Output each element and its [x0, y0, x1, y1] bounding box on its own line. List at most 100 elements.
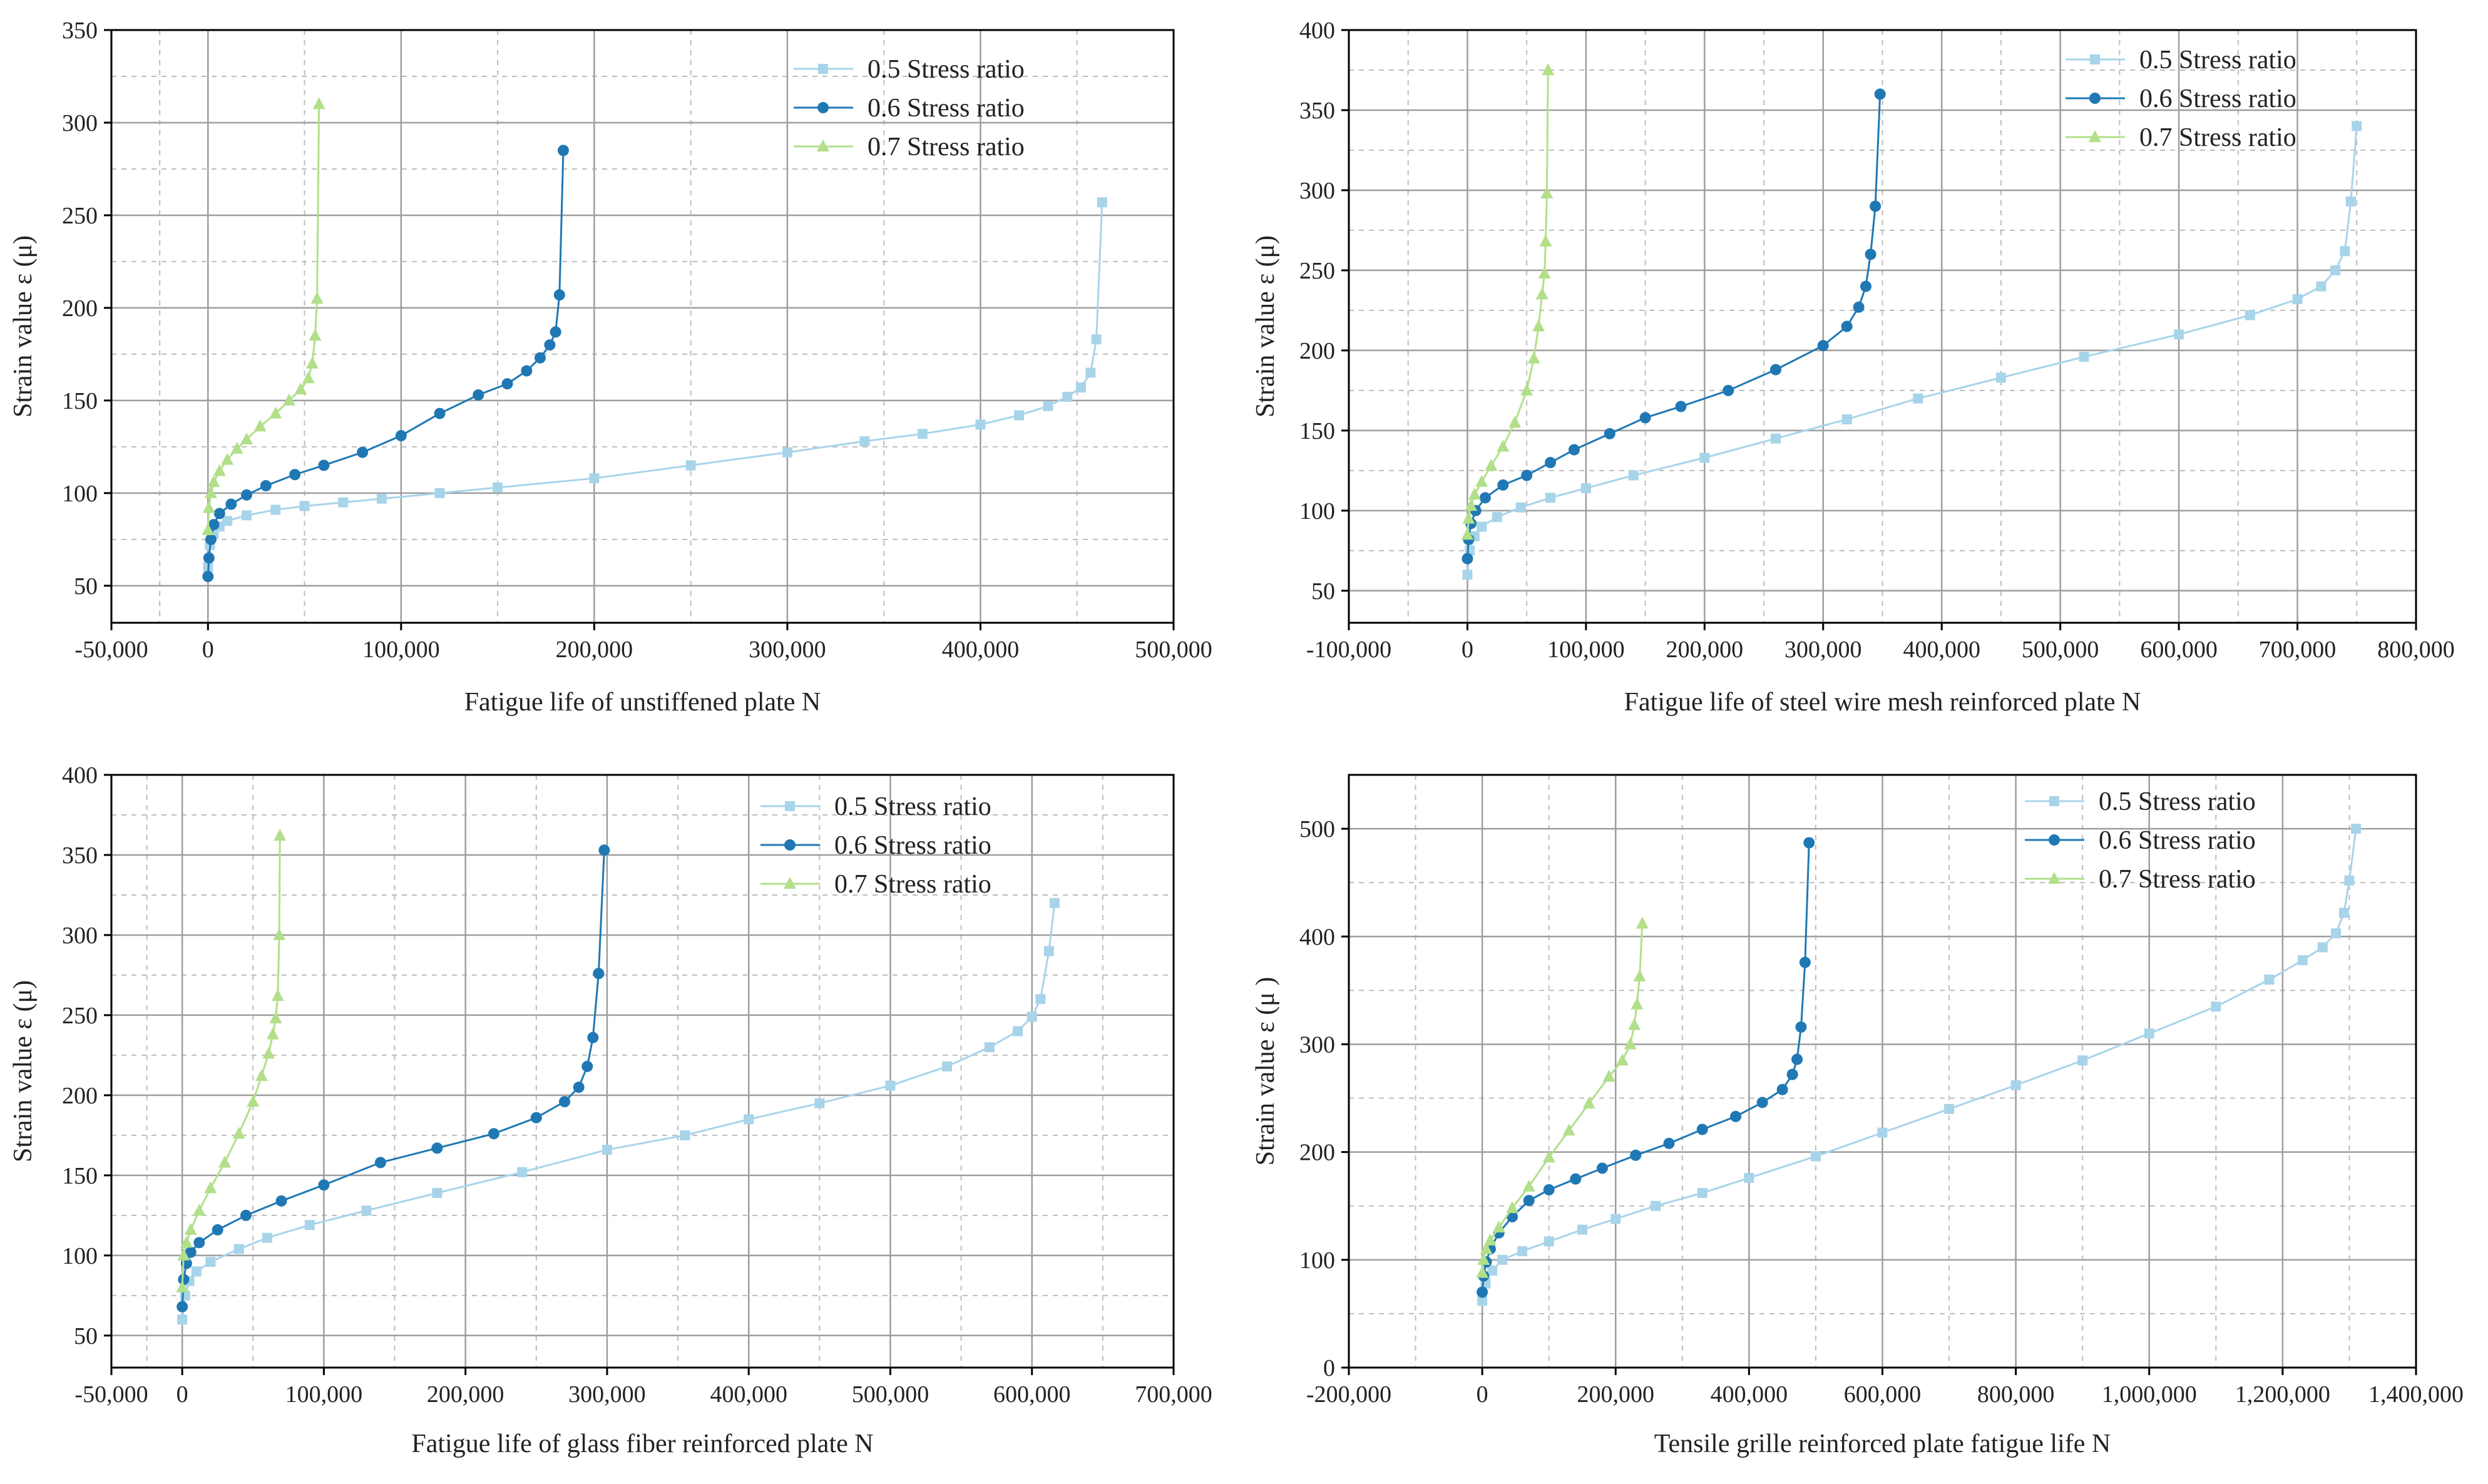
- data-point: [1487, 1266, 1498, 1276]
- data-point: [1462, 511, 1475, 524]
- data-point: [1860, 280, 1871, 292]
- data-point: [204, 1181, 217, 1194]
- data-point: [2292, 294, 2303, 304]
- data-point: [1633, 969, 1646, 981]
- data-point: [1562, 1123, 1575, 1136]
- data-point: [1492, 512, 1502, 523]
- data-point: [434, 488, 445, 498]
- x-tick-label: 100,000: [285, 1381, 363, 1408]
- x-tick-label: 200,000: [427, 1381, 504, 1408]
- data-point: [1810, 1151, 1821, 1162]
- series-s06: [1462, 88, 1886, 565]
- x-tick-label: 0: [1477, 1381, 1488, 1408]
- data-point: [984, 1042, 995, 1053]
- data-point: [885, 1080, 896, 1091]
- y-tick-label: 50: [1311, 578, 1335, 605]
- x-tick-label: 800,000: [1977, 1381, 2055, 1408]
- series-s05: [1477, 824, 2362, 1306]
- data-point: [2264, 975, 2275, 985]
- data-point: [299, 501, 310, 511]
- data-point: [1636, 916, 1649, 929]
- data-point: [1913, 393, 1923, 404]
- y-tick-label: 50: [74, 573, 98, 600]
- plot-frame: [110, 774, 1175, 1369]
- y-tick-label: 150: [62, 1163, 98, 1189]
- legend: 0.5 Stress ratio 0.6 Stress ratio 0.7 Stre…: [794, 55, 1025, 161]
- data-point: [184, 1222, 197, 1235]
- data-point: [289, 469, 301, 481]
- data-point: [2010, 1080, 2021, 1090]
- grid-lines: [110, 774, 1175, 1368]
- data-point: [1944, 1103, 1955, 1114]
- tick-labels: -50,000 0 100,000 200,000 300,000 400,000 500,…: [62, 762, 1212, 1408]
- series-s05: [177, 898, 1060, 1325]
- data-point: [2079, 352, 2089, 362]
- data-point: [593, 968, 605, 980]
- data-point: [1049, 898, 1060, 908]
- y-tick-label: 0: [1323, 1355, 1335, 1381]
- data-point: [1468, 488, 1481, 500]
- data-point: [1995, 372, 2006, 383]
- chart-panel-1: -50,000 0 100,000 200,000 300,000 400,000 500,…: [9, 18, 1212, 717]
- data-point: [202, 571, 214, 583]
- data-point: [473, 389, 484, 401]
- data-point: [1602, 1070, 1615, 1082]
- data-point: [304, 1220, 315, 1231]
- data-point: [1577, 1224, 1587, 1235]
- data-point: [1515, 502, 1526, 513]
- data-point: [1508, 416, 1522, 428]
- series-s06: [202, 145, 569, 583]
- data-point: [1523, 1195, 1535, 1207]
- data-point: [260, 480, 272, 492]
- data-point: [1663, 1137, 1675, 1149]
- data-point: [274, 829, 287, 841]
- data-point: [247, 1095, 260, 1107]
- legend-label: 0.7 Stress ratio: [868, 133, 1025, 161]
- data-point: [1521, 469, 1533, 481]
- x-tick-label: 400,000: [710, 1381, 787, 1408]
- data-point: [1497, 1254, 1508, 1265]
- y-tick-label: 300: [62, 923, 98, 949]
- data-point: [1026, 1011, 1037, 1022]
- grid-lines: [1348, 29, 2417, 623]
- series-s07: [1461, 63, 1555, 540]
- data-point: [213, 508, 225, 519]
- series-s05: [203, 197, 1107, 573]
- data-point: [680, 1130, 690, 1140]
- y-tick-label: 350: [1299, 98, 1335, 124]
- data-point: [587, 1031, 599, 1043]
- plot-frame: [1348, 29, 2417, 624]
- chart-panel-4: -200,000 0 200,000 400,000 600,000 800,000 1,0…: [1251, 774, 2464, 1458]
- data-point: [221, 453, 234, 465]
- data-point: [917, 429, 928, 439]
- data-point: [2144, 1028, 2154, 1039]
- data-point: [1786, 1068, 1798, 1080]
- x-tick-label: 1,200,000: [2235, 1381, 2330, 1408]
- y-tick-label: 250: [62, 1003, 98, 1029]
- data-point: [2351, 824, 2362, 834]
- y-tick-label: 400: [1299, 924, 1335, 950]
- data-point: [218, 1155, 232, 1168]
- x-tick-label: 300,000: [749, 637, 826, 663]
- y-tick-label: 150: [1299, 418, 1335, 444]
- legend-label: 0.5 Stress ratio: [2099, 787, 2256, 816]
- data-point: [262, 1232, 272, 1243]
- x-tick-label: 200,000: [1666, 637, 1744, 663]
- data-point: [544, 339, 556, 351]
- x-tick-label: -50,000: [74, 637, 148, 663]
- data-point: [376, 493, 387, 504]
- data-point: [1639, 412, 1651, 424]
- x-tick-label: -100,000: [1306, 637, 1391, 663]
- data-point: [318, 459, 330, 471]
- x-tick-label: 500,000: [1135, 637, 1212, 663]
- x-tick-label: 1,000,000: [2102, 1381, 2197, 1408]
- x-tick-label: 300,000: [1784, 637, 1862, 663]
- x-tick-label: 0: [1462, 637, 1473, 663]
- data-point: [1507, 1210, 1518, 1222]
- data-point: [859, 436, 870, 446]
- plot-frame: [110, 29, 1175, 624]
- data-point: [1771, 433, 1781, 444]
- data-point: [1497, 479, 1509, 491]
- data-point: [1075, 382, 1086, 393]
- data-point: [310, 292, 324, 304]
